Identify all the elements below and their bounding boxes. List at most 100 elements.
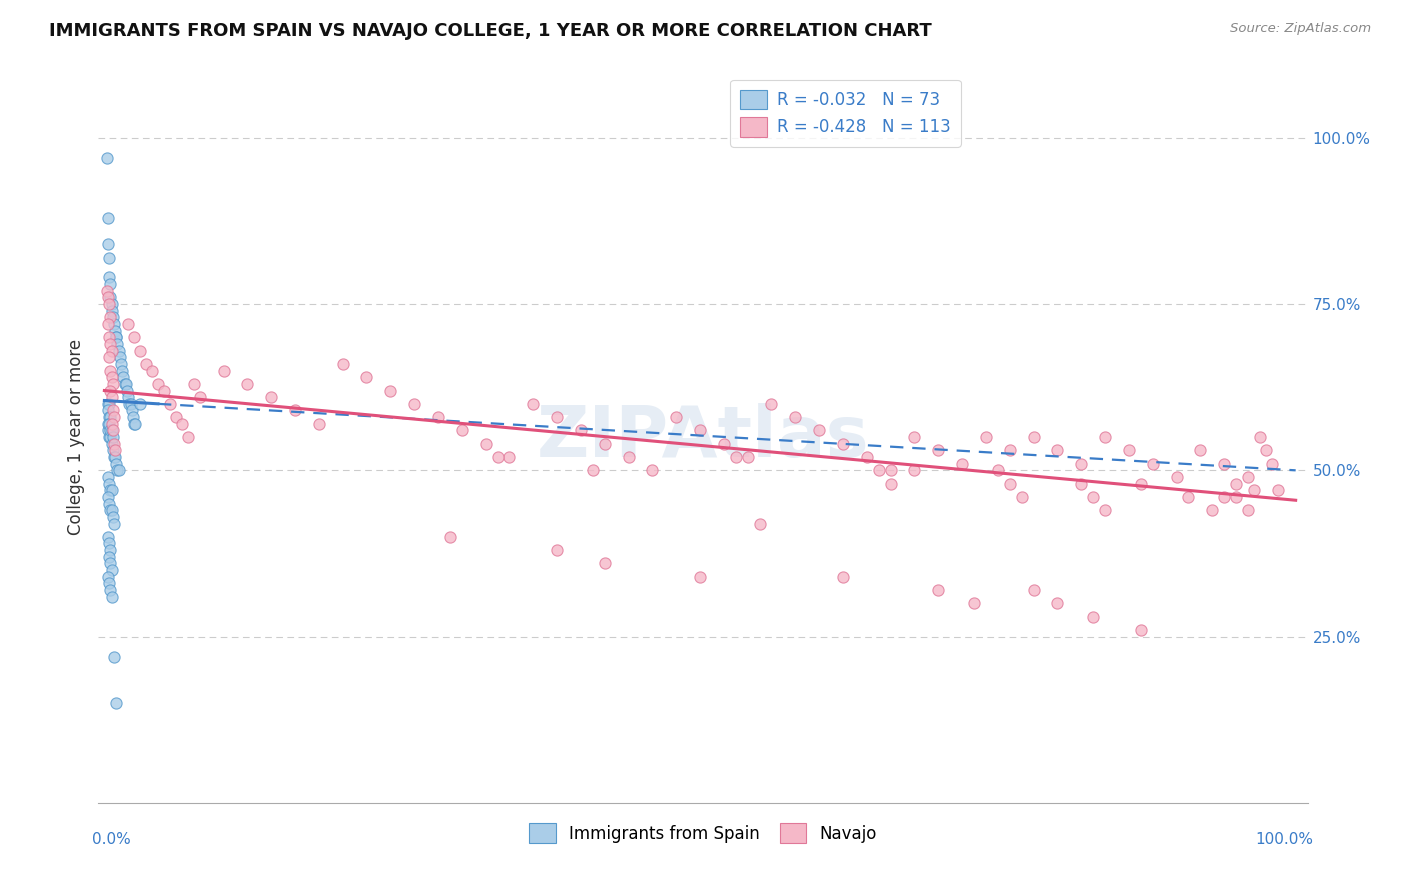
Point [101,443,124,458]
Point [97,290,120,304]
Point [522,397,544,411]
Point [103,516,125,531]
Legend: Immigrants from Spain, Navajo: Immigrants from Spain, Navajo [522,817,884,849]
Point [98,503,121,517]
Point [1189,443,1212,458]
Point [498,450,520,464]
Point [868,463,890,477]
Point [98,397,121,411]
Point [97,470,120,484]
Point [101,376,124,391]
Point [1129,623,1152,637]
Point [97,237,120,252]
Point [724,450,747,464]
Point [665,410,688,425]
Point [98,557,121,571]
Point [1022,430,1045,444]
Point [236,376,259,391]
Point [689,570,711,584]
Point [101,424,124,438]
Point [103,436,125,450]
Point [101,310,124,325]
Point [593,557,616,571]
Text: 100.0%: 100.0% [1256,832,1313,847]
Point [284,403,307,417]
Point [96,151,118,165]
Point [107,343,129,358]
Point [107,463,129,477]
Point [1225,490,1247,504]
Point [120,397,142,411]
Point [998,443,1021,458]
Point [98,277,121,292]
Point [987,463,1010,477]
Point [100,297,122,311]
Point [183,376,205,391]
Text: ZIPAtlas: ZIPAtlas [537,402,869,472]
Point [98,337,121,351]
Point [404,397,426,411]
Point [100,436,122,450]
Point [98,549,121,564]
Point [124,417,146,431]
Point [97,530,120,544]
Point [832,436,855,450]
Point [111,363,134,377]
Point [1177,490,1199,504]
Point [98,363,121,377]
Point [998,476,1021,491]
Point [97,397,120,411]
Point [98,430,121,444]
Point [97,490,120,504]
Point [1254,443,1277,458]
Point [98,424,121,438]
Point [748,516,770,531]
Point [1094,503,1116,517]
Point [122,417,145,431]
Point [121,403,143,417]
Point [98,330,121,344]
Point [1243,483,1265,498]
Point [97,570,120,584]
Point [100,590,122,604]
Point [689,424,711,438]
Point [260,390,283,404]
Point [785,410,807,425]
Point [107,463,129,477]
Point [879,476,901,491]
Point [141,363,163,377]
Point [101,509,124,524]
Point [98,384,121,398]
Point [856,450,879,464]
Point [114,376,136,391]
Point [617,450,640,464]
Point [98,483,121,498]
Point [1070,457,1092,471]
Point [486,450,509,464]
Point [212,363,235,377]
Point [100,563,122,577]
Point [737,450,759,464]
Point [104,443,127,458]
Point [146,376,169,391]
Point [153,384,176,398]
Point [97,211,120,225]
Point [177,430,200,444]
Point [963,596,986,610]
Point [98,310,121,325]
Point [98,351,121,365]
Point [1046,443,1069,458]
Point [1261,457,1284,471]
Point [170,417,193,431]
Point [1225,476,1247,491]
Point [188,390,211,404]
Point [98,582,121,597]
Point [546,543,568,558]
Point [122,410,145,425]
Point [98,290,121,304]
Point [98,270,121,285]
Point [100,417,122,431]
Point [101,403,124,417]
Text: Source: ZipAtlas.com: Source: ZipAtlas.com [1230,22,1371,36]
Point [808,424,831,438]
